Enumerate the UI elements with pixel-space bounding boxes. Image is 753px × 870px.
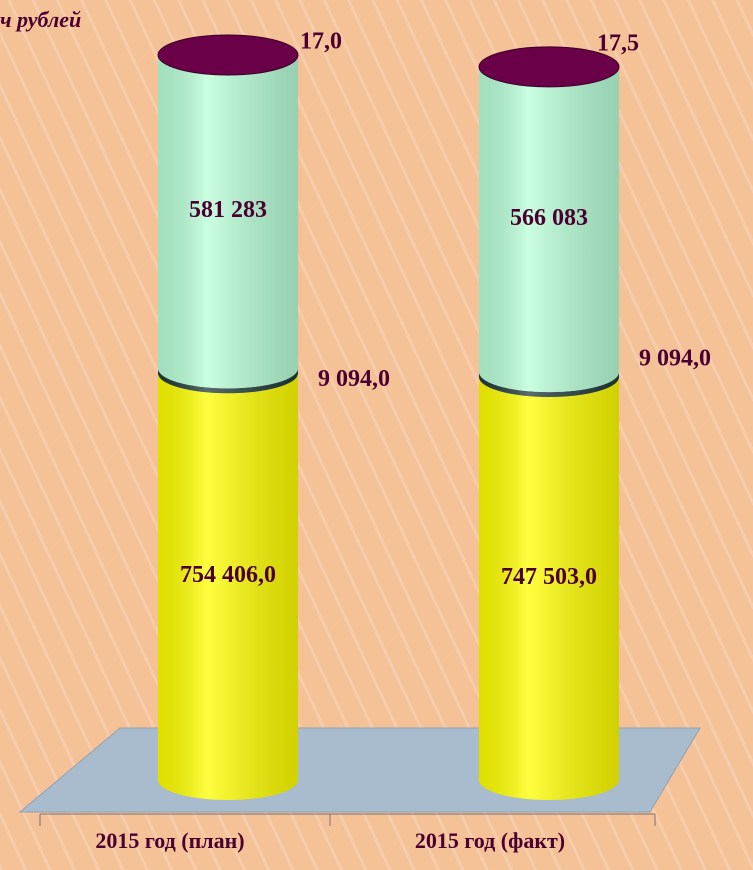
segment-shade [479, 372, 619, 398]
value-label: 9 094,0 [639, 346, 711, 372]
x-tick-label: 2015 год (план) [95, 828, 244, 853]
chart-title: ч рублей [0, 7, 81, 32]
cylinder-top [157, 34, 299, 76]
x-tick-label: 2015 год (факт) [415, 828, 565, 853]
segment-shade [479, 66, 619, 393]
value-label: 566 083 [510, 205, 588, 231]
value-label: 754 406,0 [180, 562, 276, 588]
segment-shade [158, 373, 298, 800]
value-label: 17,5 [597, 30, 639, 56]
segment-shade [158, 368, 298, 394]
segment-shade [158, 55, 298, 389]
segment-shade [479, 377, 619, 800]
value-label: 747 503,0 [501, 564, 597, 590]
cylinder-top [478, 46, 620, 88]
value-label: 17,0 [300, 29, 342, 55]
value-label: 581 283 [189, 197, 267, 223]
value-label: 9 094,0 [318, 366, 390, 392]
